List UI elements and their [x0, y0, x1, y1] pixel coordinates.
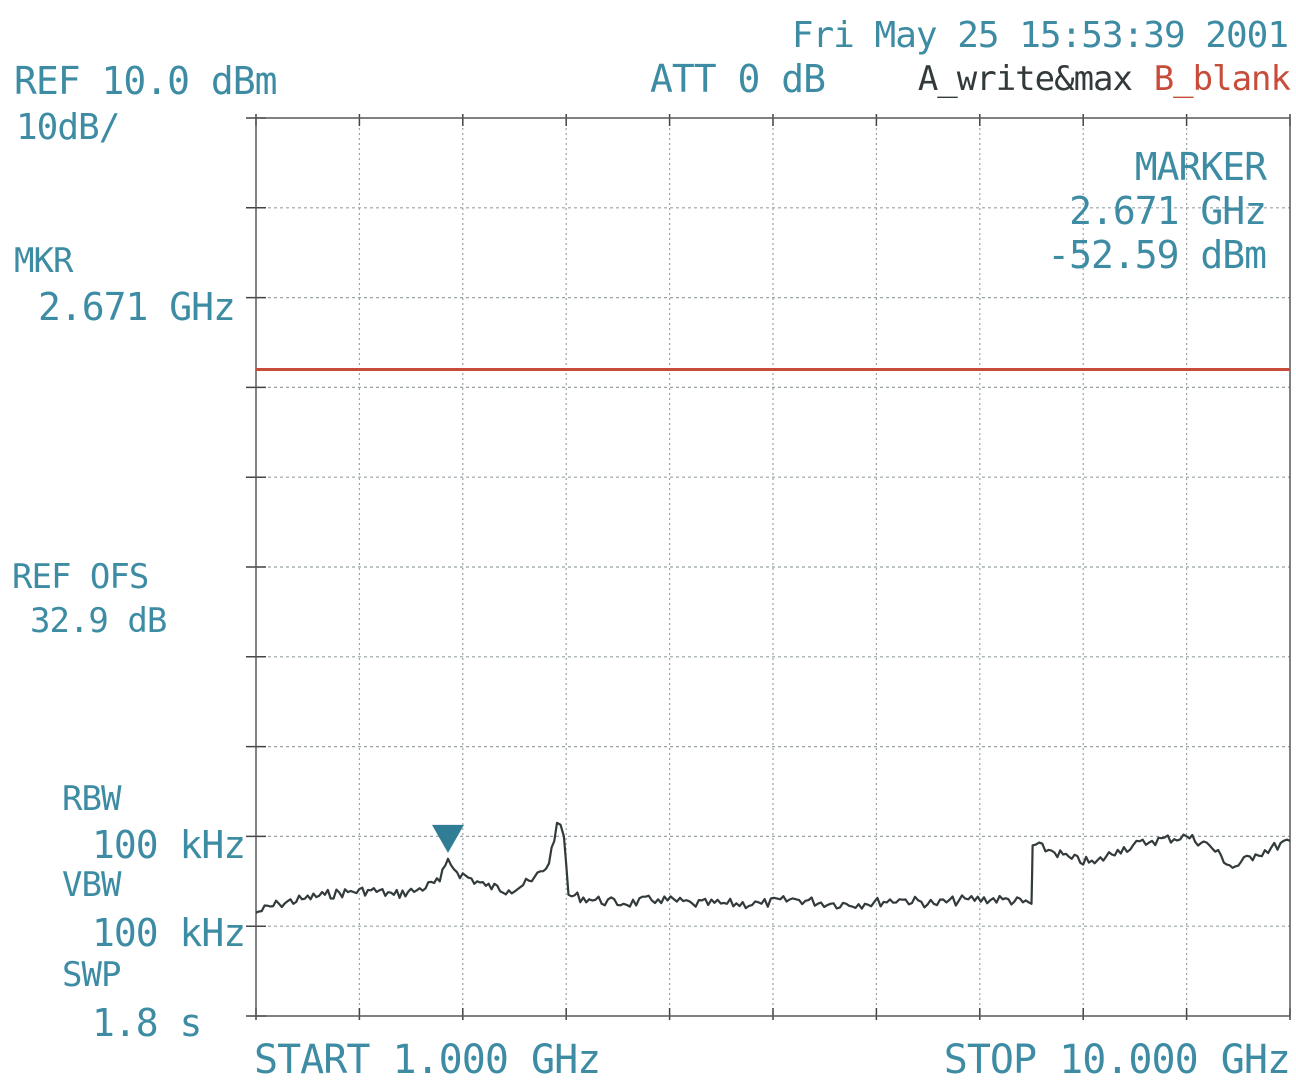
stop-frequency: STOP 10.000 GHz: [943, 1037, 1291, 1083]
ref-level: REF 10.0 dBm: [14, 59, 278, 103]
mkr-label: MKR: [14, 241, 73, 281]
graticule: [246, 114, 1291, 1020]
sweep-label: SWP: [62, 955, 121, 995]
start-frequency: START 1.000 GHz: [254, 1037, 601, 1083]
vbw-value: 100 kHz: [92, 911, 246, 955]
trace-a-line: [255, 821, 1291, 914]
trace-b-mode: B_blank: [1153, 59, 1291, 99]
rbw-label: RBW: [62, 779, 121, 819]
marker-box-title: MARKER: [1134, 145, 1267, 189]
graticule-frame: [255, 117, 1291, 1017]
marker-box-level: -52.59 dBm: [1047, 233, 1267, 277]
attenuation: ATT 0 dB: [650, 57, 826, 101]
timestamp: Fri May 25 15:53:39 2001: [791, 15, 1289, 56]
marker-box-frequency: 2.671 GHz: [1069, 189, 1267, 233]
trace-a-mode: A_write&max: [917, 59, 1133, 99]
scale-per-division: 10dB/: [16, 107, 120, 148]
marker-triangle: [431, 824, 464, 853]
mkr-frequency: 2.671 GHz: [38, 285, 236, 329]
rbw-value: 100 kHz: [92, 823, 246, 867]
ref-offset-value: 32.9 dB: [30, 601, 167, 641]
vbw-label: VBW: [62, 865, 121, 905]
sweep-value: 1.8 s: [92, 1001, 202, 1045]
ref-offset-label: REF OFS: [12, 557, 149, 597]
